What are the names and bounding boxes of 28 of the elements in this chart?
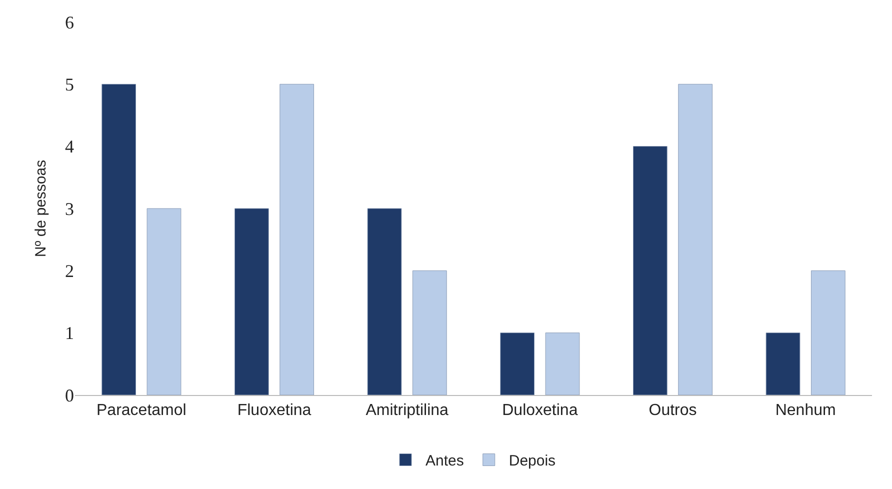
bar — [280, 84, 314, 395]
x-tick-label: Amitriptilina — [366, 402, 449, 420]
y-axis-title: Nº de pessoas — [32, 160, 50, 258]
x-tick-label: Nenhum — [775, 402, 836, 420]
bar — [234, 208, 269, 395]
bar — [146, 208, 182, 395]
bar — [367, 208, 402, 395]
y-tick-label: 1 — [65, 323, 74, 344]
bar — [545, 332, 580, 395]
y-tick-label: 4 — [65, 136, 74, 157]
x-tick-label: Paracetamol — [96, 402, 186, 420]
bar — [412, 270, 447, 395]
bar — [632, 146, 668, 395]
x-tick-label: Outros — [648, 402, 697, 420]
y-tick-label: 0 — [65, 385, 74, 406]
bar — [678, 84, 713, 395]
bar — [500, 332, 535, 395]
bar — [102, 84, 136, 395]
y-tick-label: 5 — [65, 74, 74, 94]
x-tick-label: Duloxetina — [502, 402, 578, 420]
x-tick-label: Fluoxetina — [237, 402, 312, 420]
bar — [766, 332, 800, 395]
legend-label: Antes — [426, 452, 464, 470]
y-tick-label: 3 — [65, 198, 74, 219]
bar — [810, 270, 846, 395]
legend-label: Depois — [508, 452, 556, 470]
y-tick-label: 6 — [65, 12, 74, 32]
y-tick-label: 2 — [65, 260, 74, 281]
